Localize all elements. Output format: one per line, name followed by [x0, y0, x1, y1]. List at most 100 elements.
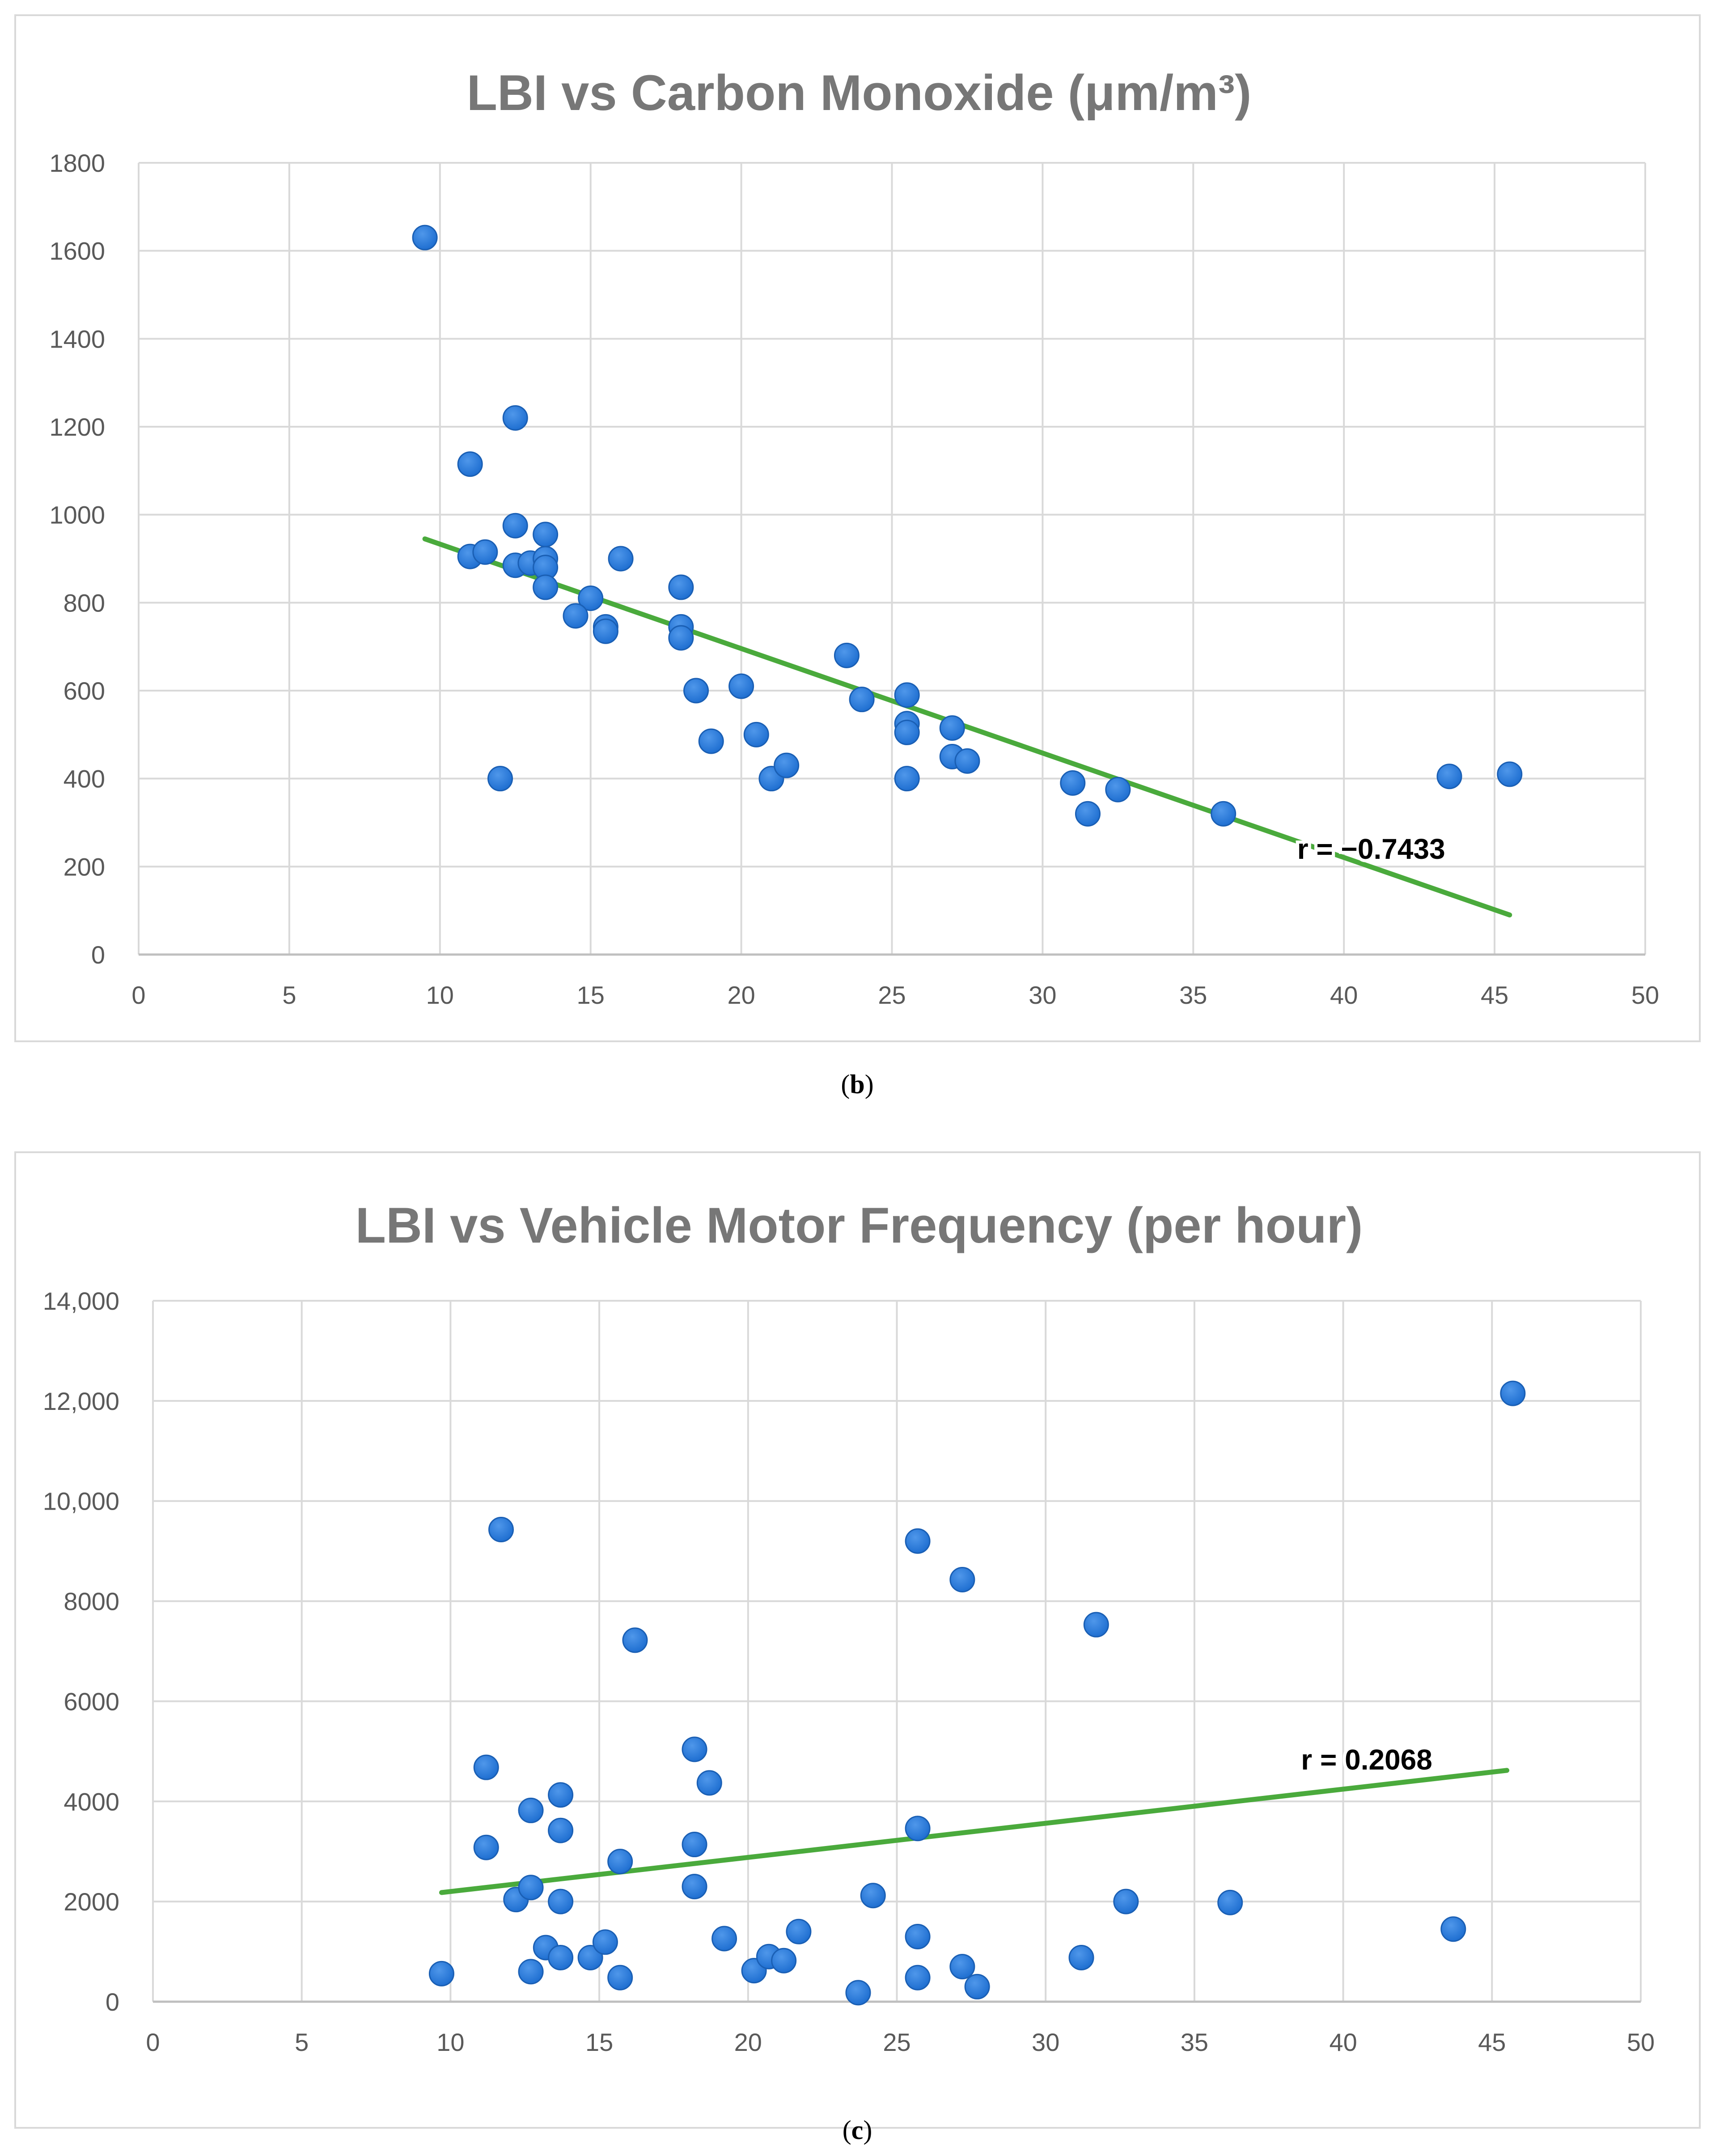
y-tick-label: 10,000: [43, 1487, 119, 1515]
correlation-label: r = 0.2068: [1301, 1744, 1432, 1776]
data-point: [1497, 761, 1523, 787]
figure-caption-b: (b): [841, 1070, 874, 1099]
y-tick-label: 8000: [64, 1587, 119, 1616]
data-point: [592, 1929, 618, 1955]
x-tick-label: 30: [1029, 981, 1056, 1009]
data-point: [607, 1849, 633, 1875]
data-point: [548, 1889, 574, 1914]
data-point: [905, 1923, 931, 1949]
data-point: [533, 522, 559, 547]
data-point: [607, 1965, 633, 1990]
x-tick-label: 50: [1627, 2028, 1655, 2056]
data-point: [905, 1816, 931, 1842]
data-point: [711, 1926, 737, 1952]
x-tick-label: 0: [146, 2028, 160, 2056]
data-point: [457, 451, 483, 477]
data-point: [668, 625, 694, 651]
data-point: [683, 678, 709, 704]
data-point: [849, 687, 875, 713]
data-point: [548, 1782, 574, 1808]
data-point: [696, 1770, 722, 1796]
data-point: [1068, 1945, 1094, 1971]
data-point: [563, 603, 589, 629]
x-tick-label: 20: [734, 2028, 762, 2056]
data-point: [954, 748, 980, 774]
data-point: [622, 1627, 648, 1653]
x-tick-label: 50: [1631, 981, 1659, 1009]
data-point: [949, 1954, 975, 1980]
data-point: [774, 752, 800, 778]
data-point: [939, 715, 965, 741]
trendline: [439, 1768, 1510, 1895]
data-point: [593, 618, 618, 644]
data-point: [1075, 801, 1101, 827]
x-tick-label: 5: [295, 2028, 309, 2056]
x-tick-label: 15: [585, 2028, 613, 2056]
data-point: [728, 673, 754, 699]
data-point: [518, 1959, 544, 1985]
data-point: [578, 586, 604, 611]
data-point: [548, 1817, 574, 1843]
y-tick-label: 0: [106, 1988, 119, 2016]
caption-letter: c: [851, 2115, 864, 2145]
data-point: [894, 766, 920, 792]
data-point: [1217, 1889, 1243, 1915]
x-tick-label: 10: [436, 2028, 464, 2056]
data-point: [428, 1961, 454, 1986]
data-point: [502, 405, 528, 431]
data-point: [518, 1797, 544, 1823]
data-point: [786, 1918, 812, 1944]
trendline: [422, 536, 1512, 917]
data-point: [533, 574, 559, 600]
y-tick-label: 1800: [49, 149, 105, 177]
y-tick-label: 6000: [64, 1687, 119, 1715]
data-point: [682, 1832, 707, 1858]
x-tick-label: 35: [1181, 2028, 1208, 2056]
data-point: [473, 1834, 499, 1860]
data-point: [682, 1736, 707, 1762]
chart-title: LBI vs Carbon Monoxide (μm/m³): [467, 65, 1252, 121]
data-point: [608, 546, 634, 572]
data-point: [548, 1945, 574, 1971]
data-point: [472, 539, 498, 565]
y-tick-label: 1200: [49, 413, 105, 441]
data-point: [743, 721, 769, 747]
data-point: [949, 1566, 975, 1592]
data-point: [488, 1517, 514, 1543]
data-point: [668, 574, 694, 600]
y-tick-label: 400: [64, 765, 105, 793]
x-tick-label: 5: [282, 981, 296, 1009]
data-point: [1211, 801, 1236, 827]
x-tick-label: 25: [878, 981, 906, 1009]
x-tick-label: 40: [1329, 2028, 1357, 2056]
data-point: [1083, 1612, 1109, 1638]
x-tick-label: 0: [131, 981, 145, 1009]
y-tick-label: 14,000: [43, 1287, 119, 1315]
data-point: [860, 1883, 886, 1909]
y-tick-label: 4000: [64, 1787, 119, 1816]
data-point: [905, 1965, 931, 1990]
caption-letter: b: [850, 1070, 865, 1099]
data-point: [518, 1875, 544, 1901]
data-point: [1436, 764, 1462, 789]
data-point: [894, 682, 920, 708]
y-tick-label: 800: [64, 589, 105, 617]
data-point: [845, 1980, 871, 2006]
y-tick-label: 1000: [49, 501, 105, 529]
y-tick-label: 12,000: [43, 1387, 119, 1415]
data-point: [1060, 770, 1086, 796]
y-tick-label: 200: [64, 853, 105, 881]
data-point: [771, 1948, 797, 1974]
data-point: [412, 225, 438, 250]
x-tick-label: 20: [727, 981, 755, 1009]
data-point: [698, 728, 724, 754]
data-point: [682, 1874, 707, 1900]
data-point: [487, 766, 513, 792]
x-tick-label: 10: [426, 981, 454, 1009]
scatter-chart-lbi-vs-carbon-monoxide: 0 5 10 15 20 25 30 35 40 45 50 0 200 400 600 800 1000 120…: [49, 65, 1659, 1009]
y-tick-label: 1600: [49, 237, 105, 265]
data-point: [894, 719, 920, 745]
x-tick-label: 45: [1478, 2028, 1506, 2056]
chart-panel-b: 0 5 10 15 20 25 30 35 40 45 50 0 200 400 600 800 1000 120…: [14, 14, 1701, 1042]
figure-caption-c: (c): [842, 2115, 872, 2145]
